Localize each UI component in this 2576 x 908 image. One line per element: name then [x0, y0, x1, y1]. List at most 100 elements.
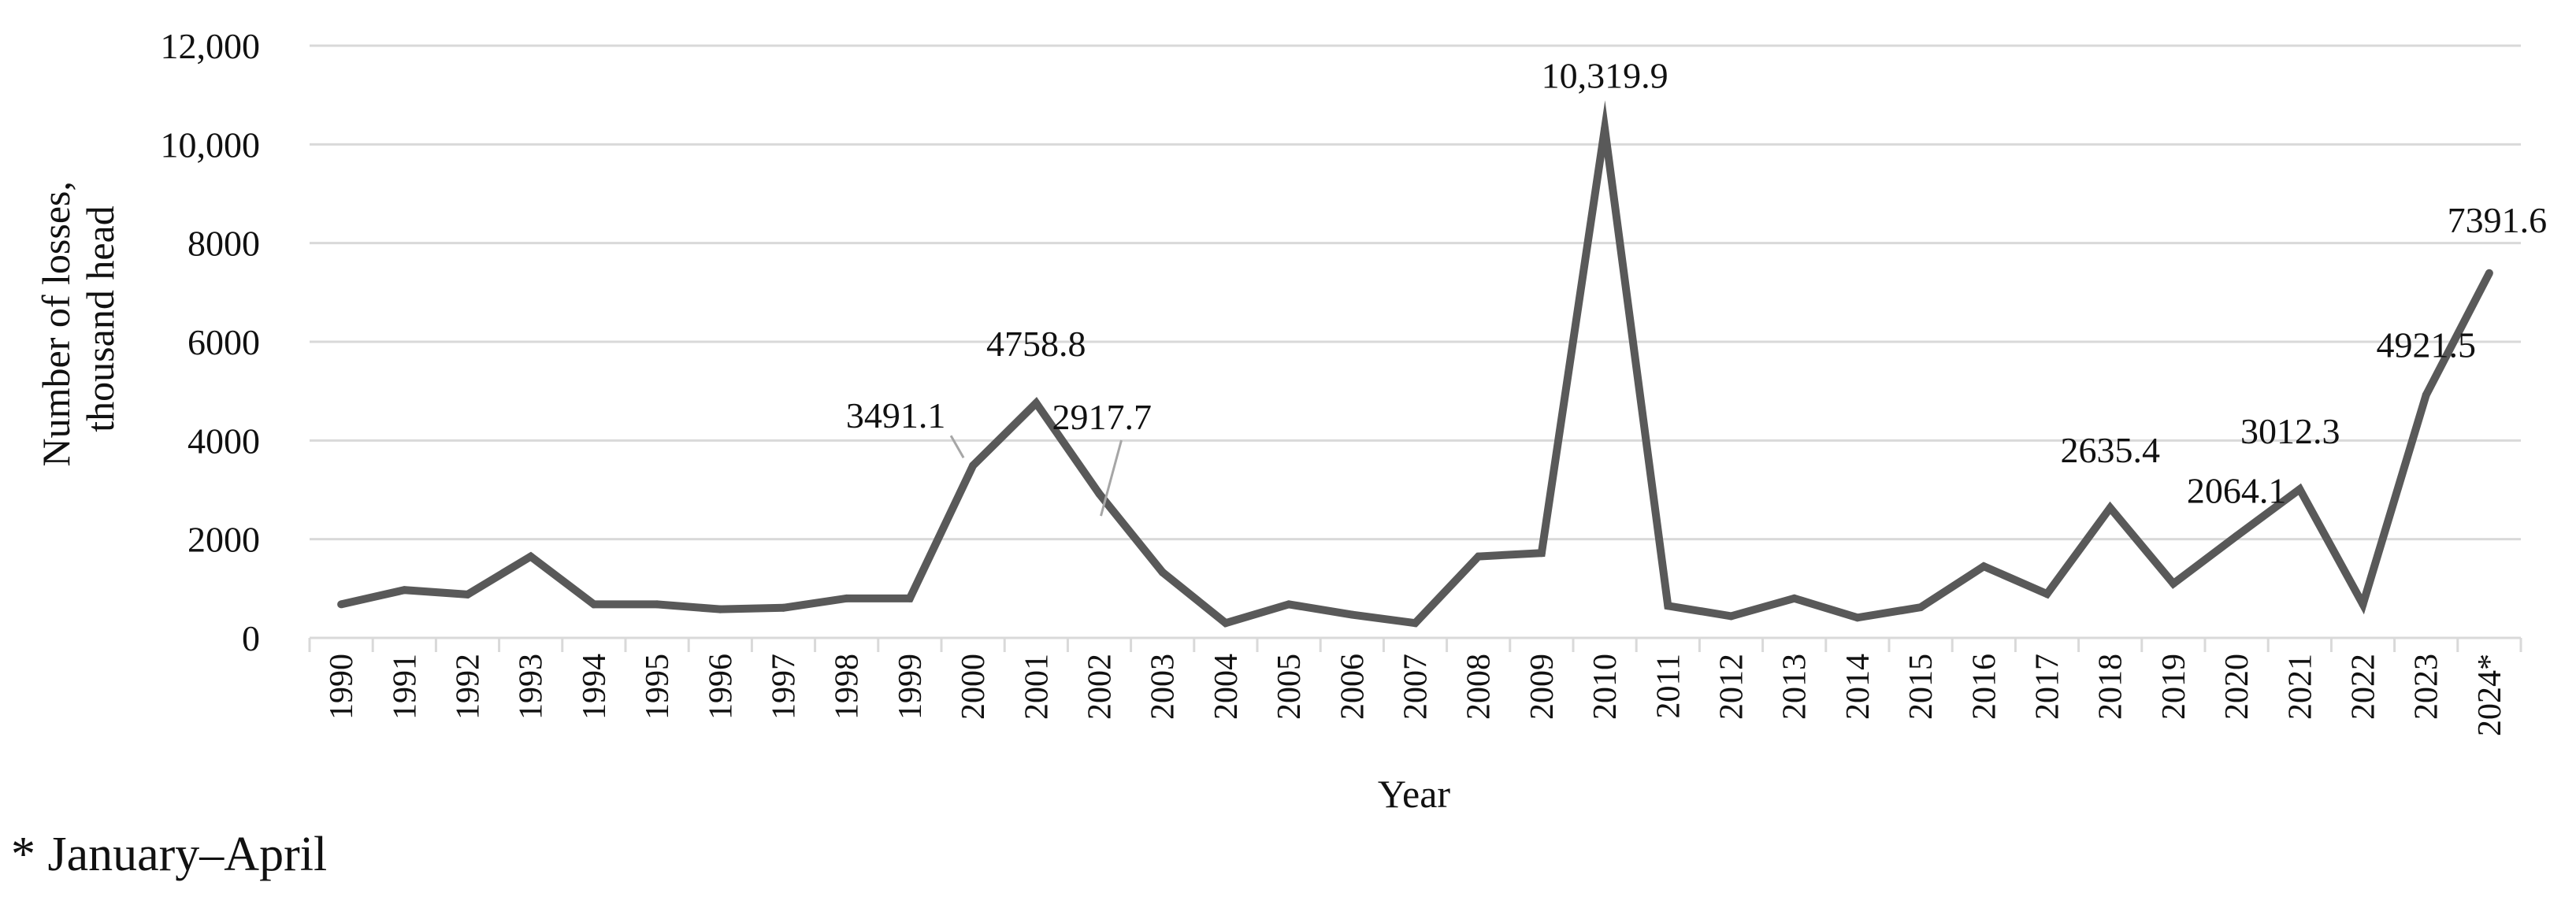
x-tick-label: 2007 [1398, 654, 1435, 720]
data-point [1537, 549, 1546, 558]
data-point [779, 603, 788, 612]
x-tick-label: 1994 [577, 654, 613, 720]
x-tick-label: 2020 [2219, 654, 2255, 720]
data-point [905, 594, 914, 602]
x-tick-label: 2008 [1461, 654, 1498, 720]
x-tick-label: 2002 [1082, 654, 1119, 720]
gridlines [310, 44, 2521, 541]
y-axis-title-line-1: Number of losses, [34, 181, 78, 466]
label-leader-line [1100, 439, 1123, 517]
data-point [2485, 269, 2493, 277]
data-point [2359, 600, 2367, 609]
series-line [340, 100, 2493, 628]
y-tick-label: 12,000 [161, 26, 261, 66]
y-tick-label: 10,000 [161, 124, 261, 165]
x-tick-label: 1998 [830, 654, 866, 720]
data-point [1474, 552, 1483, 561]
x-tick-label: 2010 [1587, 654, 1624, 720]
x-tick-label: 1997 [766, 654, 803, 720]
data-point [1664, 602, 1672, 610]
data-point [1158, 568, 1167, 576]
x-tick-label: 2024* [2472, 654, 2508, 736]
data-point [1348, 610, 1357, 619]
x-tick-label: 2019 [2156, 654, 2192, 720]
y-axis-ticks: 0 2000 4000 6000 8000 10,000 12,000 [161, 26, 261, 658]
data-point [526, 552, 535, 561]
x-tick-label: 2015 [1903, 654, 1939, 720]
x-tick-label: 1992 [451, 654, 487, 720]
x-tick-label: 2012 [1714, 654, 1750, 720]
x-tick-label: 2006 [1334, 654, 1371, 720]
data-point [2106, 503, 2114, 512]
y-axis-title: Number of losses, thousand head [34, 172, 122, 467]
y-tick-label: 4000 [187, 421, 260, 461]
x-tick-label: 2009 [1524, 654, 1561, 720]
x-tick-label: 2011 [1650, 654, 1687, 718]
data-point [2233, 532, 2241, 540]
x-tick-label: 1999 [893, 654, 929, 720]
x-axis-ticks: 1990 1991 1992 1993 1994 1995 1996 1997 1998 1999… [324, 654, 2508, 736]
data-point [1980, 562, 1988, 571]
x-tick-label: 2022 [2346, 654, 2382, 720]
data-label: 10,319.9 [1542, 55, 1668, 95]
x-tick-label: 2017 [2030, 654, 2066, 720]
data-point [1853, 613, 1861, 622]
x-tick-label: 2021 [2282, 654, 2318, 720]
x-tick-label: 1995 [640, 654, 676, 720]
x-axis [308, 636, 2522, 652]
data-point [400, 586, 409, 595]
data-label: 2917.7 [1052, 397, 1153, 437]
y-axis-title-line-2: thousand head [78, 206, 122, 432]
data-point [2043, 590, 2051, 599]
x-tick-label: 2014 [1840, 654, 1876, 720]
x-tick-label: 2005 [1271, 654, 1308, 720]
data-point [1221, 619, 1230, 628]
x-tick-label: 2016 [1966, 654, 2003, 720]
data-label: 4921.5 [2376, 325, 2476, 365]
data-point [969, 461, 978, 470]
x-tick-label: 2003 [1145, 654, 1182, 720]
x-axis-title: Year [1378, 772, 1450, 816]
x-tick-label: 2023 [2409, 654, 2445, 720]
y-tick-label: 2000 [187, 520, 260, 560]
data-point [1917, 603, 1925, 612]
data-label: 2064.1 [2187, 471, 2287, 511]
data-label: 2635.4 [2060, 430, 2160, 470]
x-tick-label: 2000 [956, 654, 992, 720]
data-point [337, 600, 346, 609]
y-tick-label: 8000 [187, 224, 260, 264]
data-point [1601, 124, 1609, 133]
series-lines [337, 100, 2493, 628]
x-tick-label: 1996 [703, 654, 739, 720]
x-tick-label: 2018 [2093, 654, 2129, 720]
data-point [1411, 619, 1420, 628]
data-point [2422, 391, 2430, 399]
x-tick-label: 1993 [514, 654, 550, 720]
data-point [1285, 600, 1294, 609]
data-point [653, 600, 662, 609]
data-label: 3491.1 [846, 395, 946, 435]
data-label: 7391.6 [2448, 200, 2548, 240]
x-tick-label: 2001 [1019, 654, 1055, 720]
footnote: * January–April [11, 828, 328, 881]
data-point [1095, 490, 1104, 498]
data-point [2169, 580, 2177, 588]
data-label: 4758.8 [986, 324, 1086, 364]
data-point [716, 605, 725, 613]
label-leader-line [949, 435, 965, 458]
x-tick-label: 2013 [1777, 654, 1813, 720]
data-label: 3012.3 [2240, 411, 2340, 451]
data-point [1727, 612, 1735, 621]
data-point [589, 600, 598, 609]
data-point [1032, 398, 1041, 407]
data-point [463, 590, 472, 599]
y-tick-label: 6000 [187, 322, 260, 362]
x-tick-label: 2004 [1208, 654, 1245, 720]
data-point [2296, 485, 2304, 494]
data-labels: 3491.1 4758.8 2917.7 10,319.9 2635.4 2064.1 30… [846, 55, 2548, 517]
x-tick-label: 1991 [387, 654, 423, 720]
data-point [842, 594, 851, 602]
y-tick-label: 0 [242, 618, 260, 658]
data-point [1790, 594, 1798, 602]
